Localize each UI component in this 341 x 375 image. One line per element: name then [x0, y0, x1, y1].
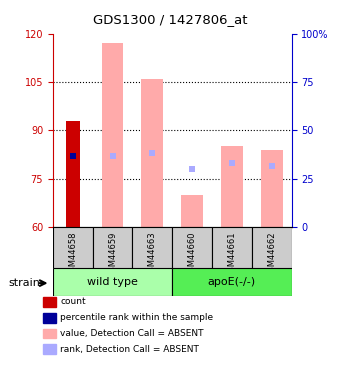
Text: strain: strain [9, 278, 40, 288]
Bar [93, 227, 132, 268]
Text: GSM44661: GSM44661 [227, 232, 236, 278]
Text: GSM44663: GSM44663 [148, 232, 157, 278]
Bar [172, 268, 292, 296]
Bar [181, 195, 203, 227]
Bar [66, 121, 80, 227]
Text: GSM44659: GSM44659 [108, 232, 117, 277]
Text: wild type: wild type [87, 277, 138, 287]
Bar [212, 227, 252, 268]
Text: percentile rank within the sample: percentile rank within the sample [60, 313, 213, 322]
Text: count: count [60, 297, 86, 306]
Bar [132, 227, 172, 268]
Text: GSM44660: GSM44660 [188, 232, 197, 278]
Bar [53, 268, 172, 296]
Bar [102, 44, 123, 227]
Text: rank, Detection Call = ABSENT: rank, Detection Call = ABSENT [60, 345, 199, 354]
Text: apoE(-/-): apoE(-/-) [208, 277, 256, 287]
Bar [261, 150, 283, 227]
Bar [252, 227, 292, 268]
Bar [142, 79, 163, 227]
Text: GSM44658: GSM44658 [68, 232, 77, 278]
Bar [172, 227, 212, 268]
Text: value, Detection Call = ABSENT: value, Detection Call = ABSENT [60, 329, 204, 338]
Bar [53, 227, 93, 268]
Text: GSM44662: GSM44662 [267, 232, 276, 278]
Text: GDS1300 / 1427806_at: GDS1300 / 1427806_at [93, 13, 248, 26]
Bar [221, 146, 243, 227]
